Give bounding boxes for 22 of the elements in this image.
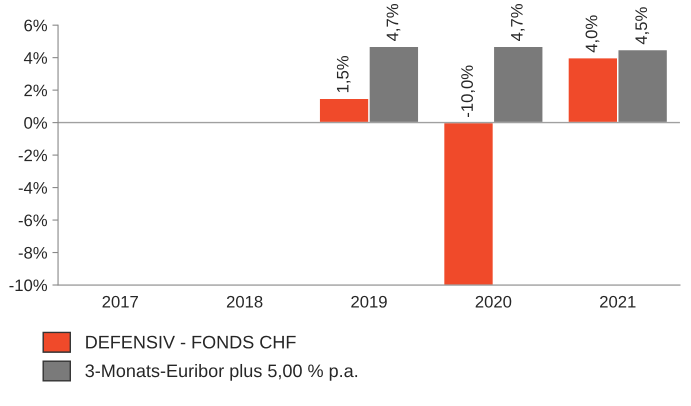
y-tick-label: 0%	[24, 117, 48, 129]
data-label: 1,5%	[336, 56, 351, 92]
y-tick-label: 4%	[24, 52, 48, 64]
legend-label: DEFENSIV - FONDS CHF	[86, 336, 296, 349]
y-tick-label: 2%	[24, 84, 48, 96]
x-tick-label: 2017	[102, 296, 138, 308]
y-tick-label: 6%	[24, 20, 48, 32]
legend-label: 3-Monats-Euribor plus 5,00 % p.a.	[85, 364, 358, 381]
x-tick-label: 2020	[476, 296, 512, 308]
y-tick-label: -4%	[18, 182, 48, 194]
data-label: 4,0%	[586, 15, 600, 52]
data-label: 4,5%	[635, 7, 650, 44]
data-label: 4,7%	[510, 4, 525, 42]
y-tick-label: -10%	[9, 279, 48, 292]
y-tick-label: -2%	[18, 149, 48, 162]
y-tick-label: -6%	[18, 214, 48, 226]
x-tick-label: 2018	[226, 296, 262, 308]
x-tick-label: 2019	[351, 296, 387, 308]
data-label: -10,0%	[461, 66, 475, 117]
x-tick-label: 2021	[600, 296, 636, 308]
data-label: 4,7%	[386, 4, 400, 42]
y-tick-label: -8%	[18, 246, 48, 259]
